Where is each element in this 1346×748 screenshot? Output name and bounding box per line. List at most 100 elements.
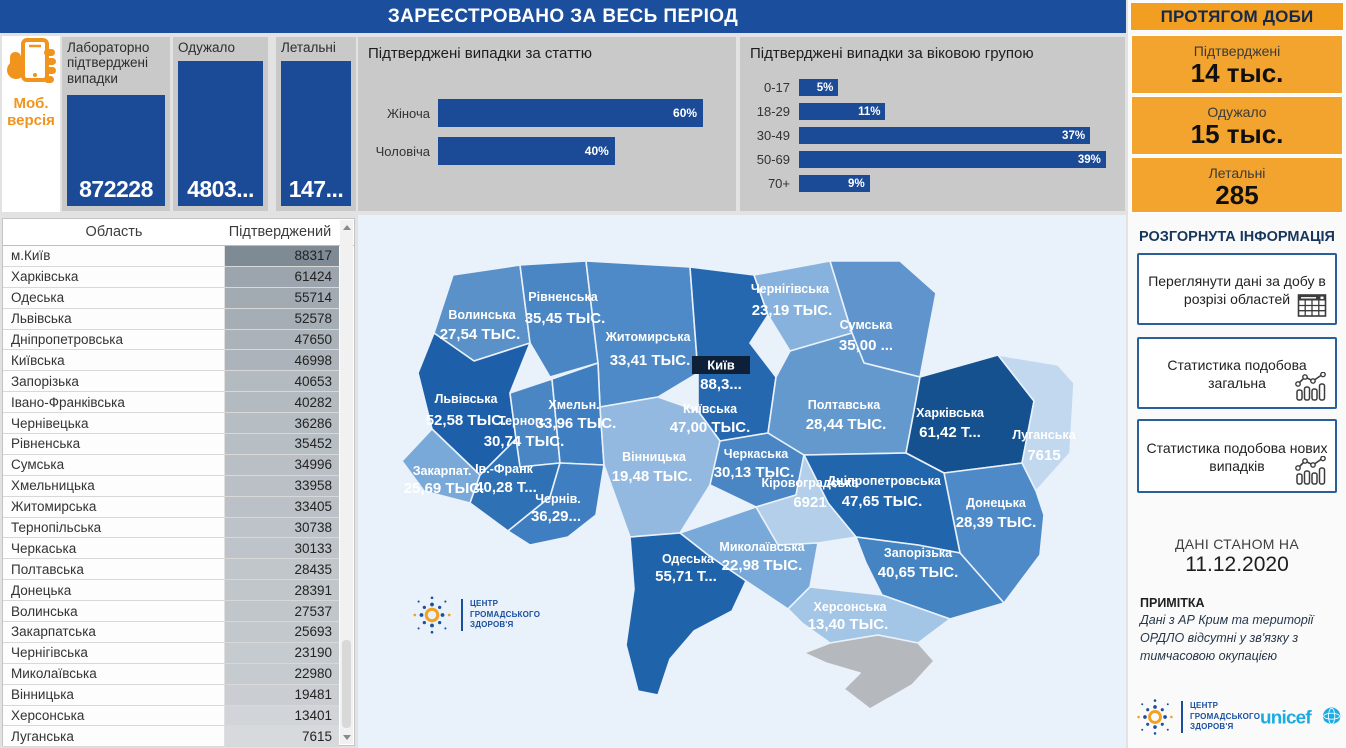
oblast-confirmed-value: 23190 bbox=[225, 642, 339, 663]
age-bar[interactable]: 39% bbox=[799, 151, 1106, 168]
map-region-value: 22,98 ТЫС. bbox=[722, 557, 803, 574]
oblast-confirmed-value: 40653 bbox=[225, 371, 339, 392]
table-row[interactable]: Харківська 61424 bbox=[3, 266, 339, 288]
oblast-confirmed-value: 36286 bbox=[225, 413, 339, 434]
oblast-table-rows: м.Київ 88317 Харківська 61424 Одеська 55714 Ль… bbox=[3, 246, 339, 748]
oblast-name: Харківська bbox=[3, 266, 225, 287]
map-region-name: Київська bbox=[683, 402, 738, 416]
table-row[interactable]: Закарпатська 25693 bbox=[3, 622, 339, 643]
unicef-logo: unicef bbox=[1260, 707, 1341, 728]
map-region-value: 6921 bbox=[793, 494, 826, 511]
oblast-confirmed-value: 47650 bbox=[225, 329, 339, 350]
map-region-vinnytsia[interactable] bbox=[599, 396, 721, 538]
gender-bar[interactable]: 40% bbox=[438, 137, 615, 165]
table-row[interactable]: Херсонська 13401 bbox=[3, 705, 339, 727]
kyiv-city-badge[interactable] bbox=[692, 356, 750, 374]
age-bar[interactable]: 37% bbox=[799, 127, 1091, 144]
map-region-chernivtsi[interactable] bbox=[507, 462, 605, 546]
age-chart-panel: Підтверджені випадки за віковою групою 0… bbox=[740, 37, 1125, 211]
daily-label: Одужало bbox=[1207, 104, 1267, 120]
table-row[interactable]: Чернівецька 36286 bbox=[3, 413, 339, 435]
column-header-confirmed[interactable]: Підтверджений bbox=[228, 224, 332, 240]
map-region-value: 47,00 ТЫС. bbox=[670, 419, 751, 436]
stat-bar[interactable]: 147... bbox=[281, 61, 351, 206]
table-row[interactable]: м.Київ 88317 bbox=[3, 246, 339, 267]
age-bar-row: 0-17 5% bbox=[750, 79, 1109, 96]
table-row[interactable]: Тернопільська 30738 bbox=[3, 517, 339, 539]
column-header-oblast[interactable]: Область bbox=[85, 224, 143, 240]
table-row[interactable]: Івано-Франківська 40282 bbox=[3, 392, 339, 414]
age-bars: 0-17 5% 18-29 11% 30-49 37% 50-69 39% 70+ 9% bbox=[750, 79, 1109, 199]
oblast-confirmed-value: 34996 bbox=[225, 454, 339, 475]
table-row[interactable]: Житомирська 33405 bbox=[3, 496, 339, 518]
table-scrollbar[interactable] bbox=[340, 220, 353, 744]
oblast-name: Івано-Франківська bbox=[3, 392, 225, 413]
gender-bar[interactable]: 60% bbox=[438, 99, 704, 127]
map-region-name: Рівненська bbox=[528, 290, 598, 304]
daily-by-oblast-button[interactable]: Переглянути дані за добу в розрізі облас… bbox=[1137, 253, 1337, 325]
age-bar[interactable]: 9% bbox=[799, 175, 870, 192]
oblast-name: Одеська bbox=[3, 287, 225, 308]
oblast-name: Чернівецька bbox=[3, 413, 225, 434]
cgz-sunburst-icon bbox=[1137, 699, 1173, 735]
stat-card-lethal-total: Летальні 147... bbox=[276, 37, 356, 211]
scroll-up-icon[interactable] bbox=[340, 220, 353, 234]
table-row[interactable]: Київська 46998 bbox=[3, 350, 339, 372]
map-region-odesa[interactable] bbox=[625, 532, 747, 696]
table-row[interactable]: Полтавська 28435 bbox=[3, 559, 339, 581]
age-value-label: 37% bbox=[1062, 129, 1086, 142]
age-chart-title: Підтверджені випадки за віковою групою bbox=[750, 45, 1034, 62]
age-bar-row: 70+ 9% bbox=[750, 175, 1109, 192]
map-region-crimea[interactable] bbox=[803, 634, 935, 710]
table-row[interactable]: Сумська 34996 bbox=[3, 454, 339, 476]
table-row[interactable]: Запорізька 40653 bbox=[3, 371, 339, 393]
gender-category-label: Чоловіча bbox=[375, 143, 430, 159]
table-row[interactable]: Одеська 55714 bbox=[3, 287, 339, 309]
table-row[interactable]: Вінницька 19481 bbox=[3, 684, 339, 706]
map-region-rivne[interactable] bbox=[519, 260, 599, 378]
table-row[interactable]: Донецька 28391 bbox=[3, 580, 339, 602]
mobile-version-label: Моб. версія bbox=[7, 95, 55, 130]
gender-bar-track: 40% bbox=[438, 137, 720, 165]
oblast-table: Область Підтверджений м.Київ 88317 Харківс… bbox=[2, 218, 355, 748]
table-row[interactable]: Миколаївська 22980 bbox=[3, 663, 339, 685]
daily-stats-new-cases-button[interactable]: Статистика подобова нових випадків bbox=[1137, 419, 1337, 493]
oblast-confirmed-value: 35452 bbox=[225, 434, 339, 454]
table-row[interactable]: Луганська 7615 bbox=[3, 726, 339, 748]
map-region-name: Дніпропетровська bbox=[827, 474, 942, 488]
age-category-label: 0-17 bbox=[763, 80, 790, 95]
map-region-luhansk[interactable] bbox=[997, 354, 1075, 492]
oblast-confirmed-value: 13401 bbox=[225, 705, 339, 726]
age-bar-track: 39% bbox=[799, 151, 1109, 168]
table-row[interactable]: Черкаська 30133 bbox=[3, 538, 339, 560]
gender-value-label: 60% bbox=[673, 106, 698, 120]
age-value-label: 5% bbox=[816, 81, 834, 94]
oblast-name: Закарпатська bbox=[3, 622, 225, 642]
oblast-name: Хмельницька bbox=[3, 475, 225, 496]
table-row[interactable]: Дніпропетровська 47650 bbox=[3, 329, 339, 351]
stat-value: 872228 bbox=[79, 176, 153, 202]
table-row[interactable]: Львівська 52578 bbox=[3, 308, 339, 330]
table-row[interactable]: Рівненська 35452 bbox=[3, 434, 339, 455]
table-row[interactable]: Волинська 27537 bbox=[3, 601, 339, 623]
age-bar[interactable]: 11% bbox=[799, 103, 886, 120]
daily-stats-total-button[interactable]: Статистика подобова загальна bbox=[1137, 337, 1337, 409]
stat-bar[interactable]: 872228 bbox=[67, 95, 165, 206]
mobile-version-link[interactable]: Моб. версія bbox=[2, 36, 60, 212]
stat-card-confirmed-total: Лабораторно підтверджені випадки 872228 bbox=[62, 37, 170, 211]
stat-bar[interactable]: 4803... bbox=[178, 61, 263, 206]
daily-value: 285 bbox=[1215, 180, 1259, 210]
map-region-value: 25,69 ТЫС. bbox=[404, 480, 485, 497]
daily-card-confirmed[interactable]: Підтверджені 14 тыс. bbox=[1131, 35, 1343, 94]
daily-card-lethal[interactable]: Летальні 285 bbox=[1131, 157, 1343, 213]
scroll-down-icon[interactable] bbox=[340, 730, 353, 744]
table-row[interactable]: Хмельницька 33958 bbox=[3, 475, 339, 497]
scrollbar-thumb[interactable] bbox=[342, 640, 351, 728]
button-label: Статистика подобова нових випадків bbox=[1146, 439, 1328, 474]
age-bar[interactable]: 5% bbox=[799, 79, 839, 96]
map-region-zakarpattia[interactable] bbox=[401, 428, 481, 504]
table-row[interactable]: Чернігівська 23190 bbox=[3, 642, 339, 664]
cgz-logo-text: ЦЕНТР ГРОМАДСЬКОГО ЗДОРОВ'Я bbox=[1181, 701, 1260, 733]
daily-value: 14 тыс. bbox=[1190, 58, 1284, 88]
daily-card-recovered[interactable]: Одужало 15 тыс. bbox=[1131, 96, 1343, 155]
